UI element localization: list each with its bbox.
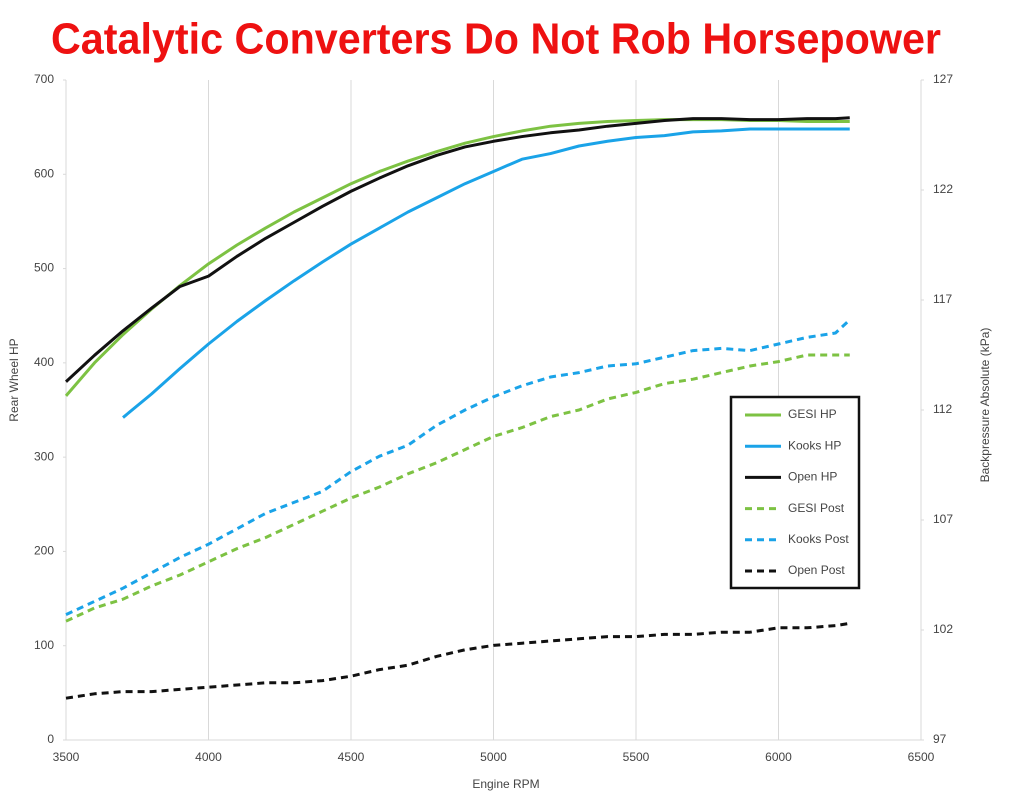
x-tick-label: 4500	[338, 750, 365, 764]
y-tick-label: 200	[34, 544, 54, 558]
series-line	[65, 318, 851, 616]
y2-tick-label: 127	[933, 72, 953, 86]
series-line	[65, 621, 850, 700]
legend-label: GESI Post	[788, 501, 845, 515]
y-axis-label: Rear Wheel HP	[7, 338, 21, 421]
y-tick-label: 600	[34, 166, 54, 180]
y-tick-label: 500	[34, 261, 54, 275]
y2-tick-label: 122	[933, 182, 953, 196]
y-tick-label: 300	[34, 449, 54, 463]
legend-label: Open HP	[788, 470, 837, 484]
legend-label: Kooks Post	[788, 532, 849, 546]
x-tick-label: 6500	[908, 750, 935, 764]
chart-title: Catalytic Converters Do Not Rob Horsepow…	[51, 15, 941, 64]
y2-tick-label: 97	[933, 732, 947, 746]
legend-box	[729, 395, 861, 590]
y-tick-label: 0	[47, 732, 54, 746]
x-tick-label: 5500	[623, 750, 650, 764]
y2-tick-label: 117	[933, 292, 952, 306]
x-tick-label: 4000	[195, 750, 222, 764]
y2-tick-label: 107	[933, 512, 953, 526]
y-tick-label: 100	[34, 638, 54, 652]
series-line	[64, 118, 850, 397]
y2-tick-label: 112	[933, 402, 952, 416]
legend-label: Open Post	[788, 563, 845, 577]
y2-axis-label: Backpressure Absolute (kPa)	[978, 328, 992, 483]
x-tick-label: 6000	[765, 750, 792, 764]
series-line	[64, 116, 850, 383]
y-tick-label: 700	[34, 72, 54, 86]
x-axis-label: Engine RPM	[472, 777, 539, 791]
y2-tick-label: 102	[933, 622, 953, 636]
legend-label: GESI HP	[788, 407, 837, 421]
series-line	[122, 127, 850, 419]
legend-label: Kooks HP	[788, 438, 841, 452]
series-line	[65, 353, 850, 623]
x-tick-label: 3500	[53, 750, 80, 764]
x-tick-label: 5000	[480, 750, 507, 764]
y-tick-label: 400	[34, 355, 54, 369]
